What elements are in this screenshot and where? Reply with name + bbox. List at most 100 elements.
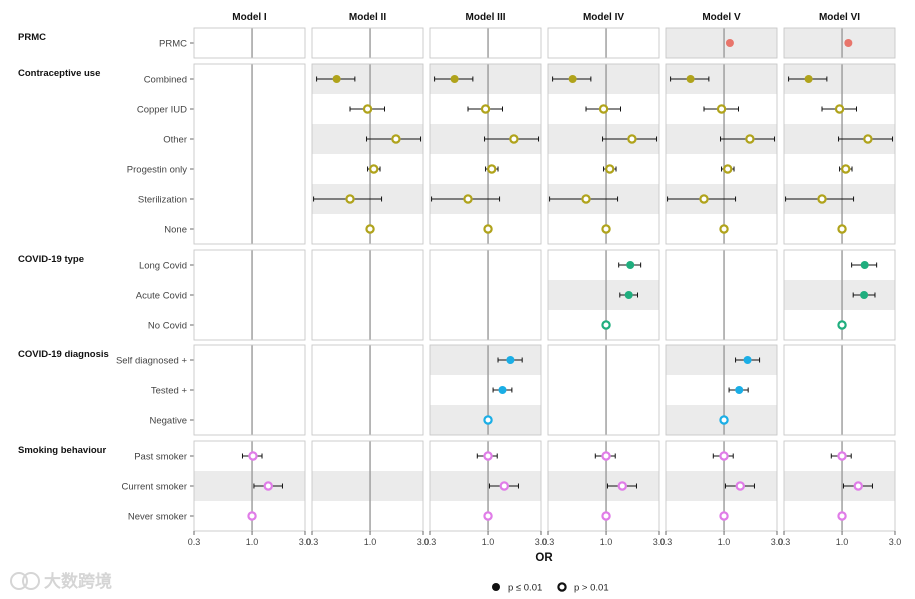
shaded-row-band (194, 471, 305, 501)
x-tick-label: 1.0 (600, 537, 613, 547)
shaded-row-band (430, 345, 541, 375)
data-point-nonsignificant (719, 224, 729, 234)
panel-border (193, 63, 306, 245)
data-point-significant (860, 261, 869, 269)
row-label: Acute Covid (136, 291, 187, 302)
data-point-nonsignificant (391, 134, 401, 144)
row-label: Self diagnosed + (116, 356, 187, 367)
x-tick-label: 1.0 (246, 537, 259, 547)
panel-background (312, 345, 423, 435)
watermark-logo-icon (10, 572, 40, 590)
x-tick-label: 0.3 (778, 537, 791, 547)
data-point-nonsignificant (723, 164, 733, 174)
x-tick-label: 1.0 (364, 537, 377, 547)
data-point-nonsignificant (601, 451, 611, 461)
panel-background (194, 250, 305, 340)
legend-marker-hollow (557, 582, 567, 592)
x-tick-label: 0.3 (424, 537, 437, 547)
panel-border (311, 440, 424, 532)
row-label: Other (163, 135, 187, 146)
row-label: Past smoker (134, 452, 187, 463)
panel-border (783, 27, 896, 59)
x-tick-label: 1.0 (836, 537, 849, 547)
data-point-nonsignificant (483, 415, 493, 425)
data-point-nonsignificant (834, 104, 845, 114)
panel-border (311, 63, 424, 245)
panel-background (194, 64, 305, 244)
data-point-nonsignificant (499, 481, 509, 491)
row-label: PRMC (159, 39, 187, 50)
watermark-text: 大数跨境 (44, 571, 112, 592)
panel-background (784, 345, 895, 435)
row-label: Long Covid (139, 261, 187, 272)
data-point-nonsignificant (247, 511, 257, 521)
data-point-nonsignificant (719, 451, 729, 461)
data-point-nonsignificant (863, 134, 873, 144)
data-point-nonsignificant (837, 451, 847, 461)
group-title: Contraceptive use (18, 68, 100, 79)
data-point-nonsignificant (601, 511, 611, 521)
legend-label: p > 0.01 (574, 583, 609, 594)
row-label: None (164, 225, 187, 236)
row-label: Never smoker (128, 512, 187, 523)
data-point-nonsignificant (735, 481, 745, 491)
model-header-label: Model III (466, 12, 506, 23)
data-point-significant (735, 386, 744, 394)
x-tick-label: 3.0 (417, 537, 430, 547)
model-header-label: Model VI (819, 12, 860, 23)
data-point-nonsignificant (480, 104, 491, 114)
group-title: Smoking behaviour (18, 445, 106, 456)
panel-border (783, 249, 896, 341)
legend-label: p ≤ 0.01 (508, 583, 542, 594)
x-axis-title: OR (535, 552, 553, 564)
shaded-row-band (548, 471, 659, 501)
panel-border (429, 63, 542, 245)
model-header-label: Model II (349, 12, 386, 23)
panel-border (547, 344, 660, 436)
data-point-nonsignificant (581, 194, 591, 204)
panel-border (547, 63, 660, 245)
x-tick-label: 3.0 (535, 537, 548, 547)
row-label: Copper IUD (137, 105, 187, 116)
panel-border (193, 440, 306, 532)
data-point-nonsignificant (719, 511, 729, 521)
panel-border (311, 344, 424, 436)
data-point-significant (743, 356, 752, 364)
group-title: COVID-19 diagnosis (18, 349, 109, 360)
panel-border (665, 249, 778, 341)
shaded-row-band (784, 28, 895, 58)
shaded-row-band (784, 280, 895, 310)
data-point-nonsignificant (483, 511, 493, 521)
x-tick-label: 3.0 (771, 537, 784, 547)
shaded-row-band (430, 471, 541, 501)
row-label: Sterilization (138, 195, 187, 206)
data-point-nonsignificant (837, 511, 847, 521)
data-point-nonsignificant (837, 224, 847, 234)
data-point-significant (626, 261, 635, 269)
data-point-nonsignificant (699, 194, 709, 204)
row-label: Negative (150, 416, 188, 427)
panel-border (783, 63, 896, 245)
x-tick-label: 0.3 (660, 537, 673, 547)
model-header-label: Model IV (583, 12, 624, 23)
shaded-row-band (784, 471, 895, 501)
panel-border (311, 249, 424, 341)
watermark: 大数跨境 (10, 571, 112, 592)
legend-marker-filled (492, 583, 500, 591)
panel-border (665, 440, 778, 532)
panel-border (665, 63, 778, 245)
data-point-nonsignificant (263, 481, 273, 491)
data-point-nonsignificant (601, 224, 611, 234)
x-tick-label: 3.0 (653, 537, 666, 547)
data-point-nonsignificant (716, 104, 727, 114)
model-header-label: Model V (702, 12, 741, 23)
data-point-nonsignificant (841, 164, 851, 174)
shaded-row-band (312, 471, 423, 501)
model-header-label: Model I (232, 12, 267, 23)
panel-background (548, 28, 659, 58)
data-point-significant (686, 75, 695, 83)
data-point-nonsignificant (598, 104, 609, 114)
shaded-row-band (666, 345, 777, 375)
panel-border (429, 27, 542, 59)
